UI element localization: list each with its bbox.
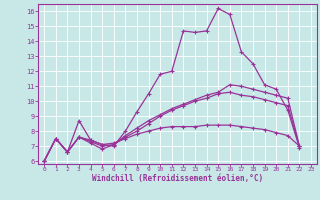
X-axis label: Windchill (Refroidissement éolien,°C): Windchill (Refroidissement éolien,°C) — [92, 174, 263, 183]
